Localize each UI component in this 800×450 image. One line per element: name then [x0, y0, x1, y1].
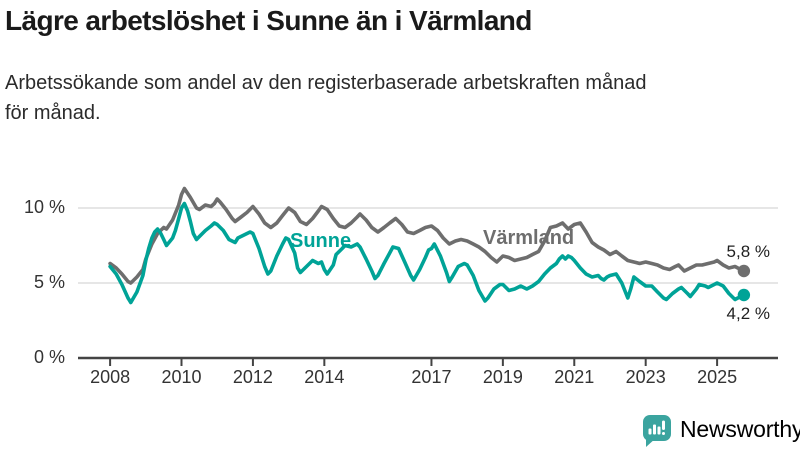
x-axis-tick-label: 2019 [482, 367, 523, 387]
end-value-label-varmland: 5,8 % [726, 242, 770, 261]
x-axis-tick-label: 2021 [554, 367, 595, 387]
y-axis-tick-label: 10 % [23, 197, 65, 217]
series-label-sunne: Sunne [290, 230, 352, 252]
x-axis-tick-label: 2014 [304, 367, 345, 387]
end-value-label-sunne: 4,2 % [726, 304, 770, 323]
y-axis-tick-label: 0 % [33, 347, 65, 367]
x-axis-tick-label: 2023 [625, 367, 666, 387]
x-axis-tick-label: 2010 [161, 367, 202, 387]
x-axis-tick-label: 2008 [90, 367, 131, 387]
page-title: Lägre arbetslöshet i Sunne än i Värmland [5, 5, 532, 36]
newsworthy-logo-text: Newsworthy [680, 415, 800, 442]
newsworthy-logo[interactable]: Newsworthy [639, 410, 800, 448]
x-axis-tick-label: 2012 [232, 367, 273, 387]
chart-subtitle: Arbetssökande som andel av den registerb… [5, 72, 647, 124]
x-axis-tick-label: 2017 [411, 367, 452, 387]
x-axis-tick-label: 2025 [697, 367, 738, 387]
newsworthy-logo-icon [643, 415, 671, 447]
y-axis-tick-label: 5 % [33, 272, 65, 292]
series-label-varmland: Värmland [483, 227, 575, 249]
